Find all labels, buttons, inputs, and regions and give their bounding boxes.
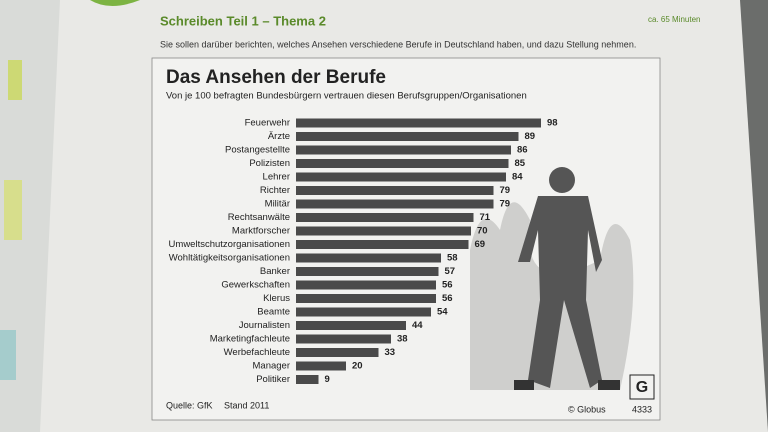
category-label: Militär [265, 199, 290, 210]
category-label: Richter [260, 185, 290, 196]
chart-number: 4333 [632, 404, 652, 414]
tab [90, 0, 140, 6]
value-label: 56 [442, 293, 453, 304]
category-label: Beamte [257, 307, 290, 318]
time: ca. 65 Minuten [648, 15, 700, 24]
globus-logo [629, 374, 655, 400]
firefighter [470, 167, 634, 390]
bar [296, 226, 471, 236]
category-label: Lehrer [263, 172, 290, 183]
bar [296, 240, 469, 249]
value-label: 86 [517, 145, 528, 156]
bar [296, 186, 494, 195]
bar [296, 375, 319, 384]
value-label: 79 [500, 199, 511, 210]
category-label: Postangestellte [225, 145, 290, 156]
category-label: Banker [260, 266, 290, 277]
chart-title: Das Ansehen der Berufe [166, 67, 386, 88]
value-label: 54 [437, 307, 448, 318]
date: Stand 2011 [224, 400, 269, 410]
category-label: Umweltschutzorganisationen [169, 239, 290, 250]
chart-subtitle: Von je 100 befragten Bundesbürgern vertr… [166, 91, 527, 102]
value-label: 9 [325, 374, 330, 385]
instruction: Sie sollen darüber berichten, welches An… [160, 39, 636, 49]
bar [296, 321, 406, 330]
category-label: Polizisten [249, 158, 290, 169]
value-label: 44 [412, 320, 423, 331]
bar [296, 145, 511, 155]
value-label: 98 [547, 118, 558, 129]
value-label: 69 [475, 239, 486, 250]
bar [296, 334, 391, 344]
value-label: 79 [500, 185, 511, 196]
category-label: Marketingfachleute [210, 334, 290, 345]
bar [296, 294, 436, 303]
heading: Schreiben Teil 1 – Thema 2 [160, 13, 326, 28]
value-label: 85 [515, 158, 526, 169]
category-label: Wohltätigkeitsorganisationen [169, 253, 290, 264]
bar [296, 199, 494, 209]
bar [296, 361, 346, 371]
category-label: Gewerkschaften [221, 280, 290, 291]
value-label: 20 [352, 361, 363, 372]
value-label: 71 [480, 212, 491, 223]
bar [296, 267, 439, 276]
category-label: Marktforscher [232, 226, 290, 237]
value-label: 57 [445, 266, 456, 277]
source: Quelle: GfK [166, 400, 213, 410]
category-label: Ärzte [268, 131, 290, 142]
publisher: © Globus [568, 404, 606, 414]
bar [296, 213, 474, 222]
value-label: 70 [477, 226, 488, 237]
category-label: Klerus [263, 293, 290, 304]
bar [296, 280, 436, 290]
category-label: Werbefachleute [224, 347, 290, 358]
bar [296, 132, 519, 141]
category-label: Journalisten [239, 320, 290, 331]
bar [296, 159, 509, 168]
category-label: Manager [253, 361, 291, 372]
bar [296, 348, 379, 357]
value-label: 84 [512, 172, 523, 183]
bar [296, 307, 431, 317]
bar [296, 172, 506, 182]
value-label: 56 [442, 280, 453, 291]
category-label: Rechtsanwälte [228, 212, 290, 223]
bar [296, 118, 541, 128]
value-label: 38 [397, 334, 408, 345]
bar [296, 253, 441, 263]
value-label: 58 [447, 253, 458, 264]
category-label: Feuerwehr [245, 118, 290, 129]
value-label: 89 [525, 131, 536, 142]
value-label: 33 [385, 347, 396, 358]
category-label: Politiker [256, 374, 290, 385]
globus-g: G [636, 379, 648, 396]
